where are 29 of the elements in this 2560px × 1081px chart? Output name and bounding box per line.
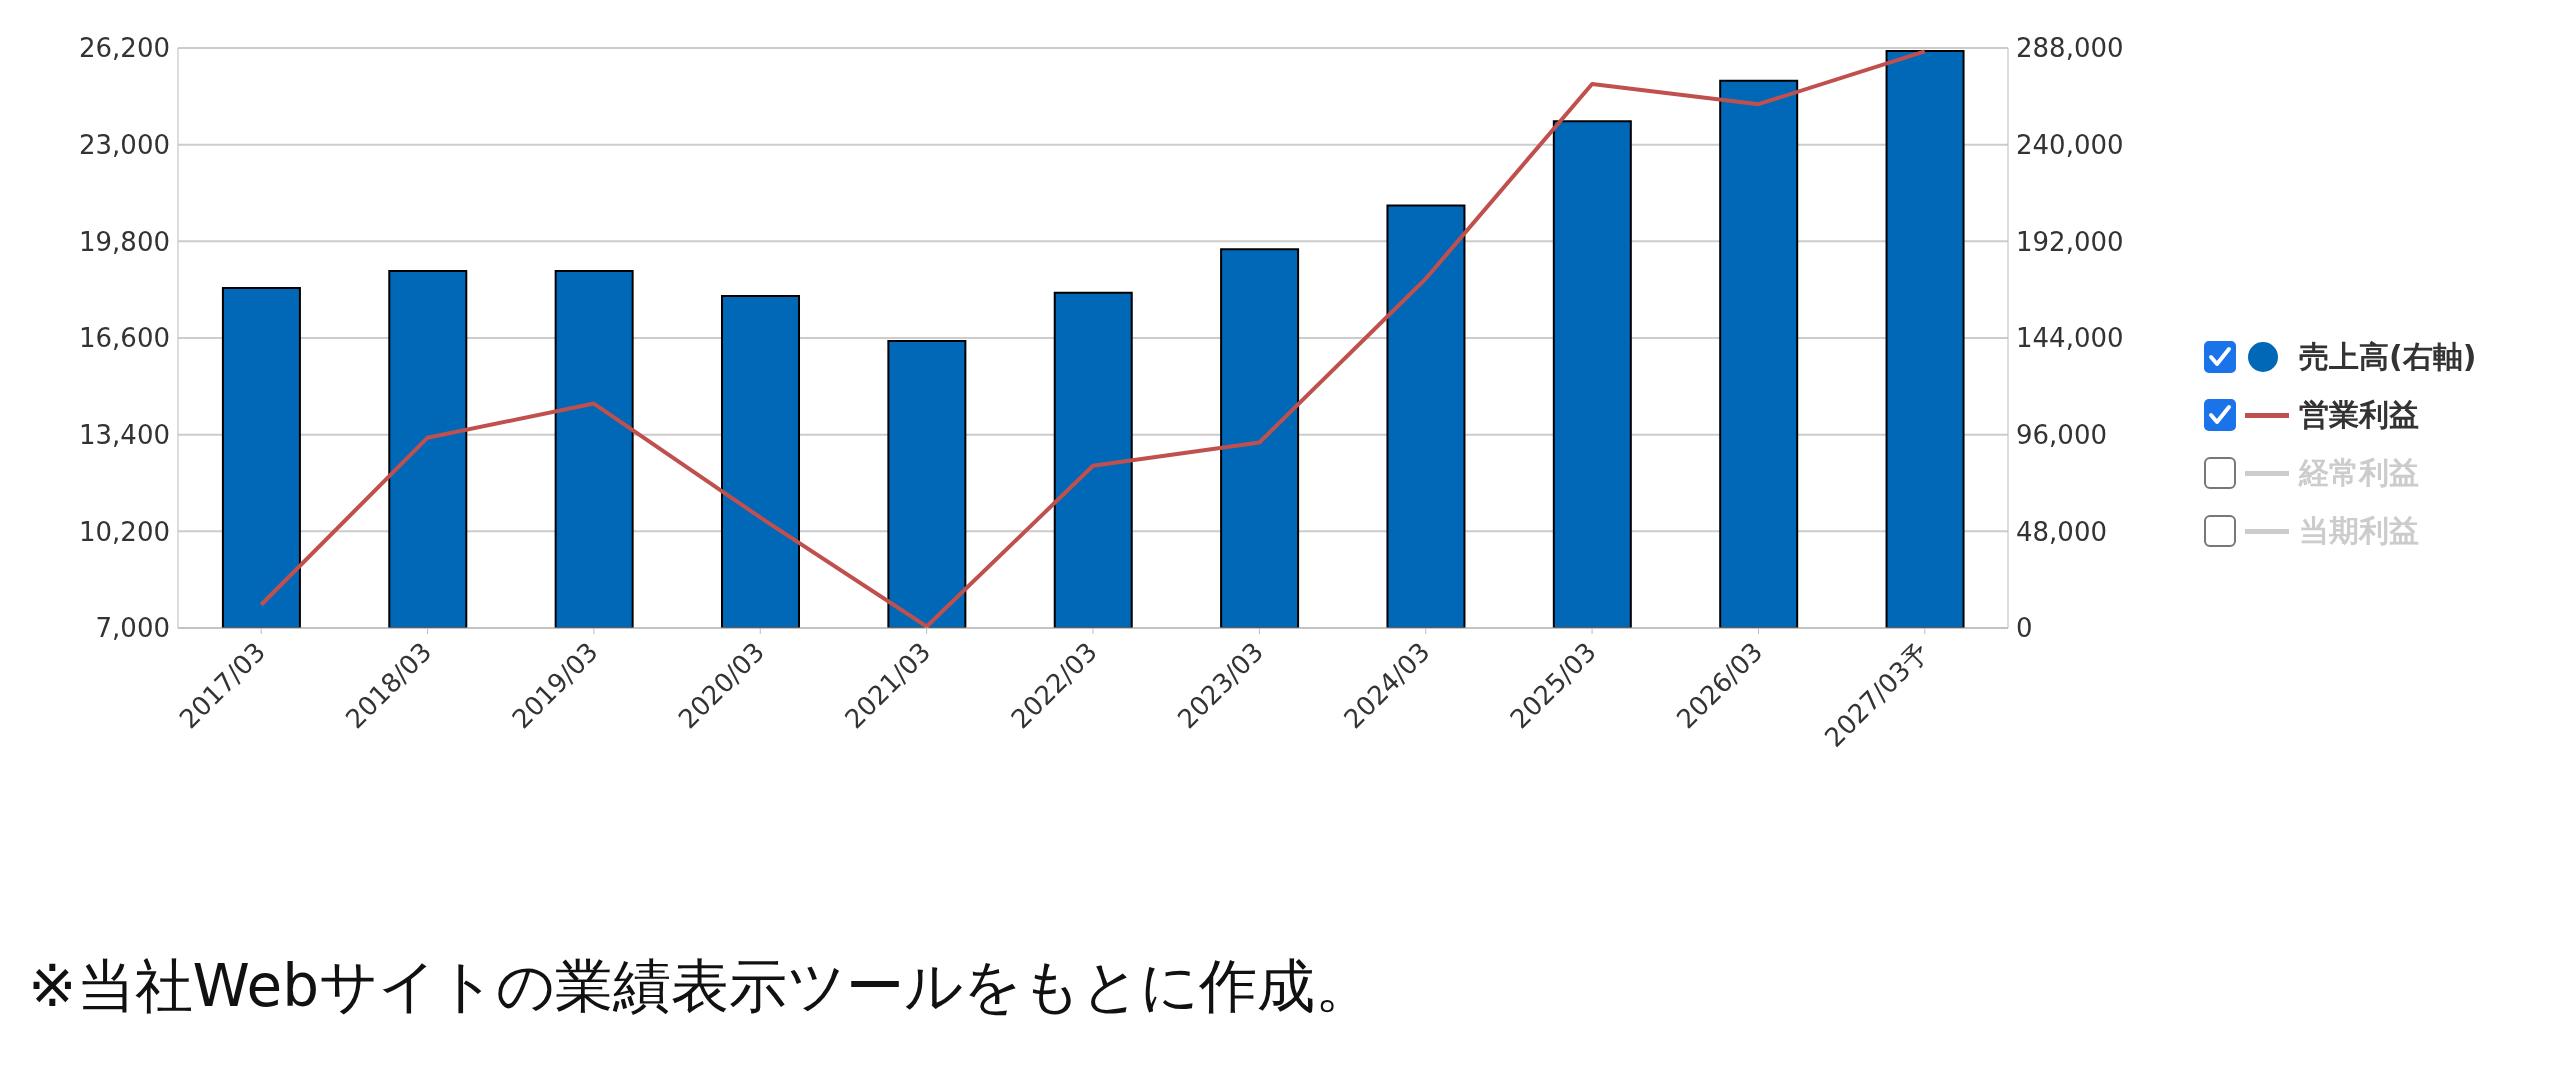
y-tick-label: 23,000 — [79, 129, 170, 160]
y-tick-label: 13,400 — [79, 419, 170, 450]
y2-tick-label: 240,000 — [2016, 129, 2124, 160]
y-tick-label: 10,200 — [79, 516, 170, 547]
y2-tick-label: 288,000 — [2016, 33, 2124, 64]
bar — [1220, 248, 1300, 628]
bar — [1386, 204, 1466, 628]
bar — [221, 287, 301, 628]
bar — [887, 340, 967, 628]
bar — [388, 269, 468, 628]
y2-tick-label: 144,000 — [2016, 323, 2124, 354]
y-tick-label: 19,800 — [79, 226, 170, 257]
bar — [1053, 291, 1133, 628]
bar — [1552, 120, 1632, 628]
y2-tick-label: 192,000 — [2016, 226, 2124, 257]
y-tick-label: 7,000 — [95, 613, 170, 644]
y2-tick-label: 0 — [2016, 613, 2033, 644]
bar — [554, 269, 634, 628]
y-tick-label: 16,600 — [79, 323, 170, 354]
y2-tick-label: 96,000 — [2016, 419, 2107, 450]
bar — [721, 294, 801, 628]
text: ※当社Webサイトの業績表示ツールをもとに作成。 — [28, 951, 1374, 1022]
y2-tick-label: 48,000 — [2016, 516, 2107, 547]
bar — [1719, 79, 1799, 628]
line-series — [259, 49, 1927, 628]
bar — [1885, 50, 1965, 628]
y-tick-label: 26,200 — [79, 33, 170, 64]
legend-label: 営業利益 — [2299, 395, 2419, 434]
legend-label: 売上高(右軸) — [2299, 337, 2477, 376]
